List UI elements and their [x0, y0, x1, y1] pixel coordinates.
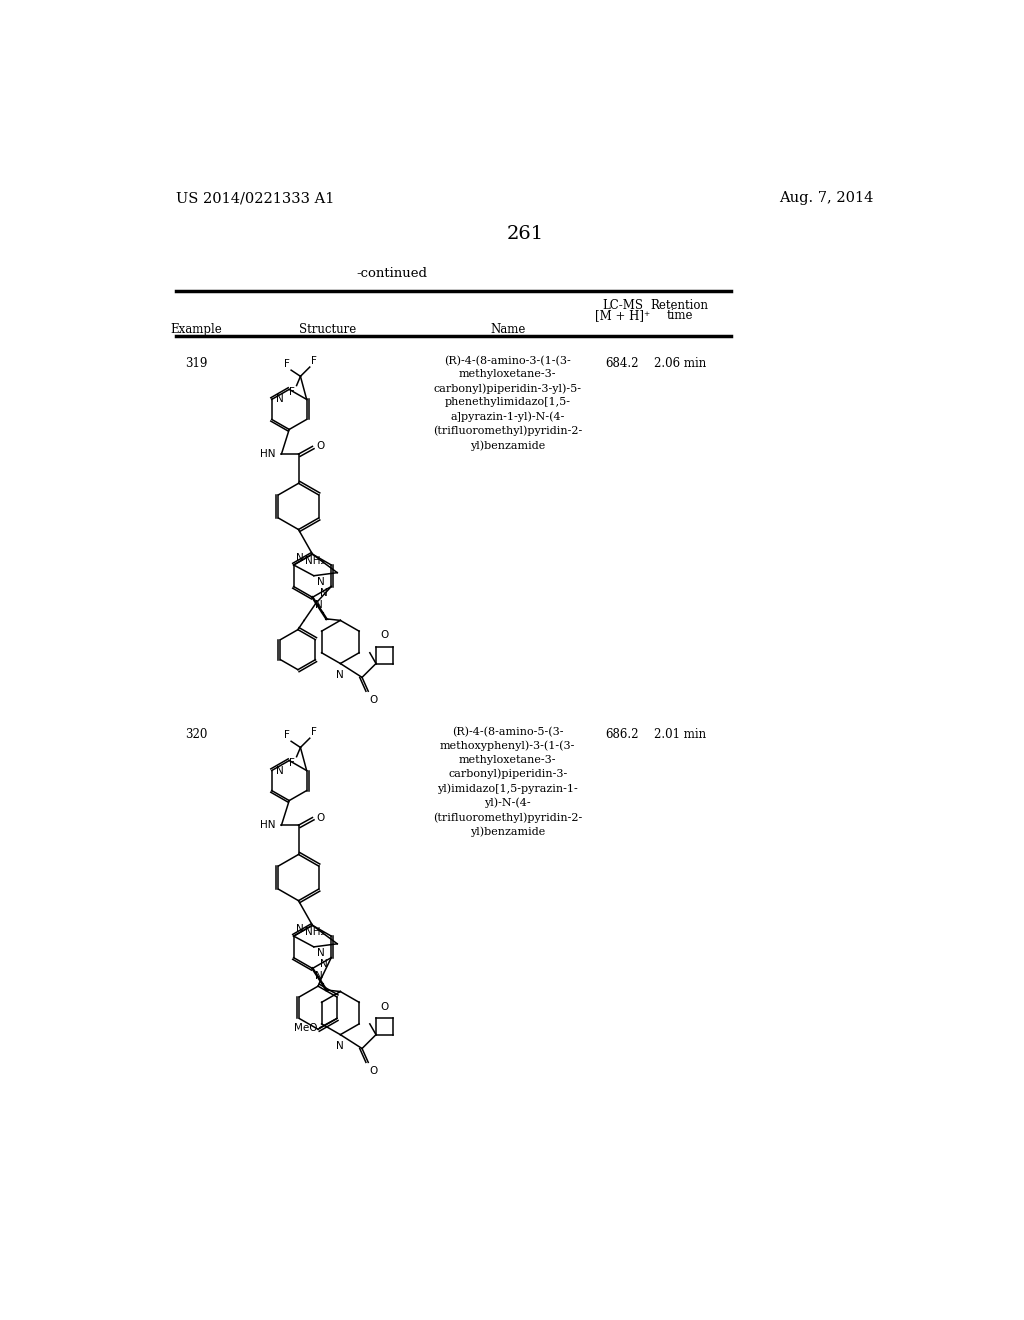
Text: 320: 320 [185, 729, 208, 742]
Text: Aug. 7, 2014: Aug. 7, 2014 [779, 191, 873, 206]
Text: N: N [314, 970, 323, 981]
Text: N: N [296, 924, 304, 933]
Text: 319: 319 [185, 358, 208, 370]
Text: 2.06 min: 2.06 min [653, 358, 706, 370]
Text: O: O [370, 1067, 378, 1076]
Text: F: F [289, 387, 295, 397]
Text: N: N [275, 766, 284, 776]
Text: NH₂: NH₂ [305, 927, 325, 937]
Text: F: F [284, 359, 290, 368]
Text: O: O [370, 696, 378, 705]
Text: O: O [316, 441, 325, 451]
Text: HN: HN [260, 449, 275, 459]
Text: Example: Example [170, 323, 222, 337]
Text: Retention: Retention [651, 298, 709, 312]
Text: N: N [337, 669, 344, 680]
Text: F: F [289, 758, 295, 768]
Text: (R)-4-(8-amino-3-(1-(3-
methyloxetane-3-
carbonyl)piperidin-3-yl)-5-
phenethylim: (R)-4-(8-amino-3-(1-(3- methyloxetane-3-… [433, 355, 583, 450]
Text: -continued: -continued [356, 268, 427, 280]
Text: HN: HN [260, 820, 275, 830]
Text: MeO: MeO [294, 1023, 317, 1032]
Text: time: time [667, 309, 693, 322]
Text: US 2014/0221333 A1: US 2014/0221333 A1 [176, 191, 335, 206]
Text: O: O [316, 813, 325, 822]
Text: N: N [275, 395, 284, 404]
Text: 684.2: 684.2 [606, 358, 639, 370]
Text: N: N [316, 577, 325, 587]
Text: O: O [380, 1002, 389, 1011]
Text: N: N [316, 948, 325, 958]
Text: LC-MS: LC-MS [602, 298, 643, 312]
Text: F: F [284, 730, 290, 739]
Text: 2.01 min: 2.01 min [653, 729, 706, 742]
Text: [M + H]⁺: [M + H]⁺ [595, 309, 650, 322]
Text: (R)-4-(8-amino-5-(3-
methoxyphenyl)-3-(1-(3-
methyloxetane-3-
carbonyl)piperidin: (R)-4-(8-amino-5-(3- methoxyphenyl)-3-(1… [433, 726, 583, 837]
Text: 686.2: 686.2 [606, 729, 639, 742]
Text: O: O [380, 631, 389, 640]
Text: F: F [311, 355, 317, 366]
Text: N: N [314, 599, 323, 610]
Text: Structure: Structure [299, 323, 356, 337]
Text: N: N [321, 589, 328, 598]
Text: 261: 261 [506, 224, 544, 243]
Text: N: N [321, 960, 328, 969]
Text: N: N [296, 553, 304, 562]
Text: Name: Name [490, 323, 525, 337]
Text: F: F [311, 727, 317, 737]
Text: NH₂: NH₂ [305, 556, 325, 566]
Text: N: N [337, 1040, 344, 1051]
